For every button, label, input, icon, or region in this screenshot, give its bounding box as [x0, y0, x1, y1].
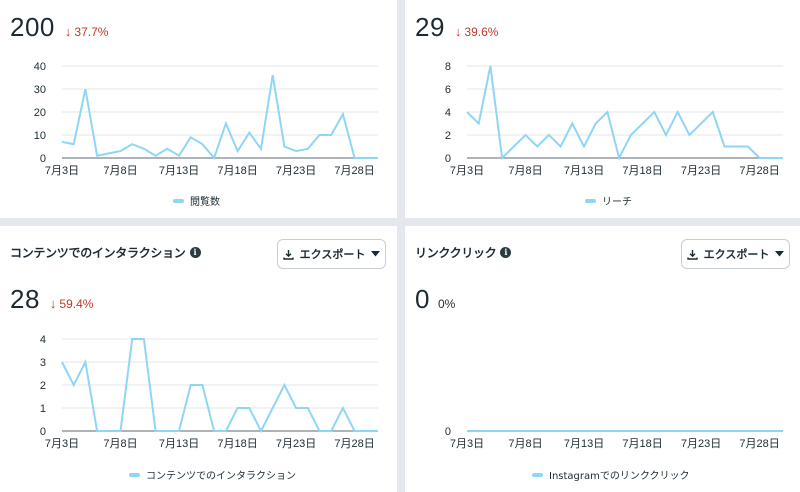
views-change: ↓ 37.7% — [65, 24, 109, 39]
series-line — [61, 338, 378, 434]
export-button-label: エクスポート — [299, 248, 366, 261]
x-tick-label: 7月28日 — [334, 165, 374, 177]
interactions-export-button[interactable]: エクスポート — [277, 239, 386, 269]
x-tick-label: 7月3日 — [45, 165, 79, 177]
link-clicks-title: リンククリック — [415, 245, 497, 260]
y-tick-label: 4 — [40, 334, 46, 346]
interactions-value: 28 — [10, 284, 40, 314]
link-clicks-card: リンククリック i エクスポート 0 0% 0 7月3日 7月8日 7月13日 7月18… — [405, 226, 800, 492]
views-metric: 200 ↓ 37.7% — [10, 12, 108, 43]
x-tick-label: 7月18日 — [217, 165, 257, 177]
interactions-legend-label: コンテンツでのインタラクション — [146, 471, 296, 482]
caret-down-icon — [775, 251, 785, 257]
y-tick-label: 6 — [445, 84, 451, 96]
y-tick-label: 20 — [34, 107, 46, 119]
y-tick-label: 30 — [34, 84, 46, 96]
x-tick-label: 7月13日 — [159, 165, 199, 177]
x-tick-label: 7月28日 — [739, 165, 779, 177]
interactions-change: ↓ 59.4% — [50, 296, 94, 311]
reach-change-label: 39.6% — [464, 24, 499, 39]
x-tick-label: 7月28日 — [739, 438, 779, 450]
views-change-label: 37.7% — [74, 24, 109, 39]
x-tick-label: 7月23日 — [681, 165, 721, 177]
x-tick-label: 7月28日 — [334, 438, 374, 450]
info-icon[interactable]: i — [500, 246, 512, 258]
interactions-card: コンテンツでのインタラクション i エクスポート 28 ↓ 59.4% 0 1 2 3 4… — [0, 226, 397, 492]
legend-swatch — [532, 472, 543, 477]
x-tick-label: 7月8日 — [103, 165, 137, 177]
export-button-label: エクスポート — [703, 248, 770, 261]
y-tick-label: 3 — [40, 357, 46, 369]
x-tick-label: 7月18日 — [622, 438, 662, 450]
reach-legend: リーチ — [585, 193, 632, 208]
x-tick-label: 7月13日 — [564, 438, 604, 450]
arrow-down-icon: ↓ — [64, 24, 72, 39]
link-clicks-legend-label: Instagramでのリンククリック — [549, 471, 690, 482]
x-tick-label: 7月23日 — [276, 438, 316, 450]
link-clicks-change: 0% — [437, 297, 456, 311]
legend-swatch — [585, 198, 596, 203]
download-icon — [282, 249, 294, 260]
reach-change: ↓ 39.6% — [455, 24, 499, 39]
interactions-change-label: 59.4% — [59, 296, 94, 311]
reach-metric: 29 ↓ 39.6% — [415, 12, 498, 43]
interactions-legend: コンテンツでのインタラクション — [129, 467, 296, 482]
caret-down-icon — [371, 251, 381, 257]
legend-swatch — [129, 472, 140, 477]
x-tick-label: 7月23日 — [276, 165, 316, 177]
interactions-header: コンテンツでのインタラクション i — [10, 226, 380, 278]
x-tick-label: 7月18日 — [622, 165, 662, 177]
arrow-down-icon: ↓ — [454, 24, 462, 39]
download-icon — [686, 249, 698, 260]
link-clicks-metric: 0 0% — [415, 284, 455, 315]
link-clicks-legend: Instagramでのリンククリック — [532, 467, 689, 482]
y-tick-label: 0 — [445, 153, 451, 165]
y-tick-label: 0 — [40, 153, 46, 165]
views-chart: 0 10 20 30 40 7月3日 7月8日 7月13日 7月18日 7月23日 7月28日 — [34, 61, 378, 177]
link-clicks-value: 0 — [415, 284, 430, 314]
y-tick-label: 40 — [34, 61, 46, 73]
y-tick-label: 4 — [445, 107, 451, 119]
x-tick-label: 7月13日 — [159, 438, 199, 450]
y-tick-label: 10 — [34, 130, 46, 142]
x-tick-label: 7月8日 — [508, 165, 542, 177]
legend-swatch — [173, 198, 184, 203]
x-tick-label: 7月8日 — [508, 438, 542, 450]
x-tick-label: 7月18日 — [217, 438, 257, 450]
x-tick-label: 7月13日 — [564, 165, 604, 177]
views-value: 200 — [10, 12, 55, 42]
x-tick-label: 7月3日 — [450, 438, 484, 450]
y-tick-label: 0 — [445, 426, 451, 438]
views-legend: 閲覧数 — [173, 193, 220, 208]
interactions-title: コンテンツでのインタラクション — [10, 245, 186, 260]
x-tick-label: 7月23日 — [681, 438, 721, 450]
interactions-metric: 28 ↓ 59.4% — [10, 284, 93, 315]
link-clicks-header: リンククリック i — [415, 226, 785, 278]
reach-legend-label: リーチ — [602, 197, 632, 208]
series-line — [61, 75, 378, 160]
views-legend-label: 閲覧数 — [190, 197, 220, 208]
link-clicks-export-button[interactable]: エクスポート — [681, 239, 790, 269]
x-tick-label: 7月8日 — [103, 438, 137, 450]
arrow-down-icon: ↓ — [49, 296, 57, 311]
views-card: 200 ↓ 37.7% 0 10 20 30 40 7月3日 7月8日 7月13日 7月18日 7月… — [0, 0, 397, 218]
y-tick-label: 8 — [445, 61, 451, 73]
x-tick-label: 7月3日 — [45, 438, 79, 450]
x-tick-label: 7月3日 — [450, 165, 484, 177]
interactions-chart: 0 1 2 3 4 7月3日 7月8日 7月13日 7月18日 7月23日 7月28日 — [40, 334, 378, 450]
info-icon[interactable]: i — [189, 246, 201, 258]
y-tick-label: 2 — [40, 380, 46, 392]
y-tick-label: 0 — [40, 426, 46, 438]
reach-value: 29 — [415, 12, 445, 42]
reach-chart: 0 2 4 6 8 7月3日 7月8日 7月13日 7月18日 7月23日 7月28日 — [445, 61, 783, 177]
reach-card: 29 ↓ 39.6% 0 2 4 6 8 7月3日 7月8日 7月13日 7月18日 7月23日 7月… — [405, 0, 800, 218]
series-line — [466, 65, 783, 161]
y-tick-label: 1 — [40, 403, 46, 415]
y-tick-label: 2 — [445, 130, 451, 142]
